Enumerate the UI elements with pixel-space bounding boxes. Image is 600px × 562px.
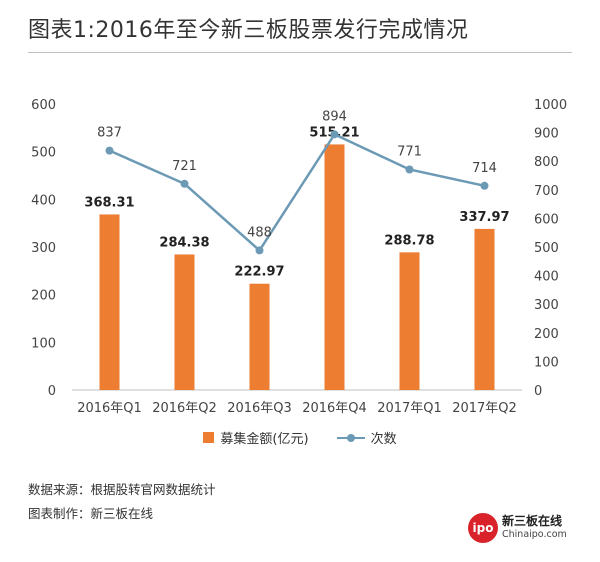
bar-value-label: 368.31: [84, 195, 134, 210]
left-tick-label: 400: [31, 193, 56, 208]
right-tick-label: 100: [534, 355, 559, 370]
line-point: [405, 165, 414, 174]
legend-line-swatch: [336, 432, 365, 444]
line-point: [105, 146, 114, 155]
category-label: 2016年Q1: [77, 401, 142, 416]
data-source: 数据来源：根据股转官网数据统计: [28, 482, 216, 497]
count-line: [108, 132, 485, 253]
line-point: [180, 179, 189, 188]
line-series: 837 721 488 894 771 714: [97, 109, 497, 255]
x-axis: 2016年Q1 2016年Q2 2016年Q3 2016年Q4 2017年Q1 2017年…: [77, 401, 517, 416]
right-tick-label: 500: [534, 241, 559, 256]
line-value-label: 721: [172, 159, 197, 174]
brand-logo: ipo 新三板在线 Chinaipo.com: [468, 513, 567, 543]
line-point: [480, 181, 489, 190]
left-axis: 0 100 200 300 400 500 600: [31, 98, 56, 399]
bar: [474, 228, 495, 390]
line-point: [255, 246, 264, 255]
line-point: [330, 130, 339, 139]
legend-line-label: 次数: [370, 432, 397, 447]
ipo-logo-icon: ipo: [468, 513, 498, 543]
bar: [399, 252, 420, 390]
chart-author: 图表制作：新三板在线: [28, 506, 154, 521]
right-tick-label: 0: [534, 384, 542, 399]
logo-url: Chinaipo.com: [502, 529, 567, 540]
right-tick-label: 900: [534, 127, 559, 142]
legend-bar-label: 募集金额(亿元): [220, 432, 309, 447]
legend: 募集金额(亿元) 次数: [0, 428, 600, 447]
line-value-label: 894: [322, 109, 347, 124]
right-tick-label: 1000: [534, 98, 567, 113]
line-value-label: 771: [397, 144, 422, 159]
right-tick-label: 600: [534, 212, 559, 227]
line-value-label: 488: [247, 225, 272, 240]
legend-bar-swatch: [203, 432, 215, 443]
right-tick-label: 200: [534, 327, 559, 342]
left-tick-label: 0: [48, 384, 56, 399]
chart-title: 图表1:2016年至今新三板股票发行完成情况: [28, 18, 469, 43]
right-axis: 0 100 200 300 400 500 600 700 800 900 1000: [534, 98, 567, 399]
bar: [99, 214, 120, 390]
bar: [324, 144, 345, 390]
left-tick-label: 500: [31, 146, 56, 161]
category-label: 2016年Q3: [227, 401, 292, 416]
bar-value-label: 284.38: [159, 235, 209, 250]
right-tick-label: 800: [534, 155, 559, 170]
right-tick-label: 700: [534, 184, 559, 199]
left-tick-label: 100: [31, 336, 56, 351]
left-tick-label: 300: [31, 241, 56, 256]
bar-value-label: 337.97: [459, 210, 509, 225]
right-tick-label: 400: [534, 270, 559, 285]
legend-item-line: 次数: [336, 428, 397, 447]
bar: [249, 283, 270, 390]
line-value-label: 837: [97, 126, 122, 141]
title-divider: [28, 52, 572, 53]
line-value-label: 714: [472, 161, 497, 176]
bar-value-label: 288.78: [384, 233, 434, 248]
combo-chart: 0 100 200 300 400 500 600 0 100 200 300 400 500 600 7…: [31, 98, 567, 416]
category-label: 2016年Q2: [152, 401, 217, 416]
left-tick-label: 600: [31, 98, 56, 113]
category-label: 2016年Q4: [302, 401, 367, 416]
category-label: 2017年Q2: [452, 401, 517, 416]
left-tick-label: 200: [31, 289, 56, 304]
bar-value-label: 222.97: [234, 265, 284, 280]
legend-item-bar: 募集金额(亿元): [203, 428, 309, 447]
bar: [174, 254, 195, 390]
logo-name: 新三板在线: [502, 514, 563, 528]
category-label: 2017年Q1: [377, 401, 442, 416]
footer-notes: 数据来源：根据股转官网数据统计 图表制作：新三板在线: [28, 478, 216, 526]
right-tick-label: 300: [534, 298, 559, 313]
